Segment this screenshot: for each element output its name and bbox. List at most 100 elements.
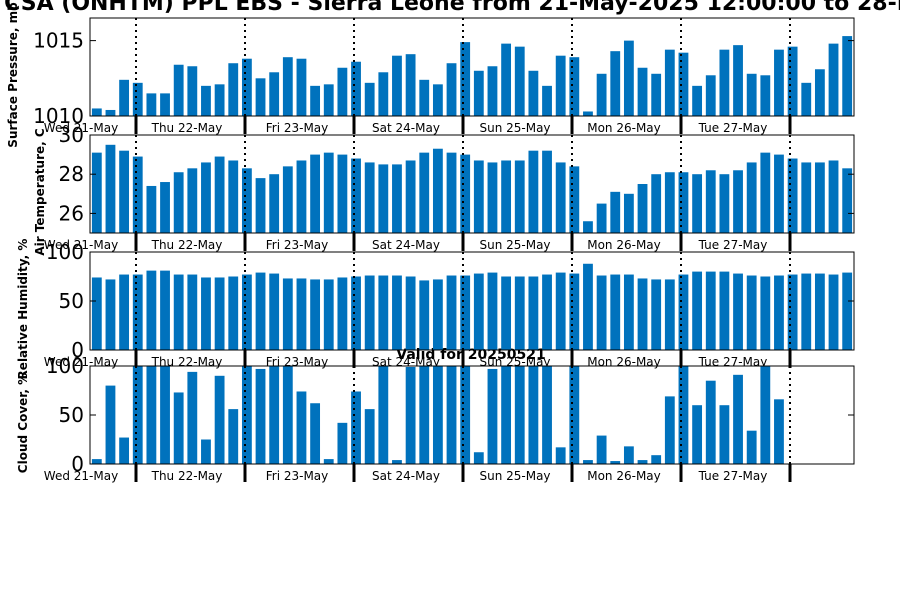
y-axis-label: Cloud Cover, % (16, 373, 30, 473)
bar-4-48 (733, 374, 743, 464)
bar-3-19 (337, 277, 348, 350)
bar-2-11 (228, 160, 239, 233)
x-day-label: Sun 25-May (479, 121, 550, 135)
bar-4-50 (760, 366, 771, 464)
bar-2-50 (760, 152, 771, 233)
y-tick-label: 100 (46, 240, 84, 264)
bar-3-6 (160, 270, 170, 350)
bar-2-29 (473, 160, 484, 233)
bar-2-21 (364, 162, 375, 233)
bar-1-9 (201, 85, 211, 116)
bar-3-14 (269, 273, 280, 350)
bar-2-20 (351, 158, 361, 233)
bar-2-45 (692, 174, 703, 233)
bar-4-37 (583, 460, 593, 464)
bar-1-49 (746, 73, 757, 116)
plot-frame (89, 17, 855, 117)
y-axis-label: Air Temperature, C (33, 128, 47, 256)
bar-3-5 (146, 270, 157, 350)
bar-2-7 (173, 172, 184, 233)
bar-4-25 (419, 366, 430, 464)
bar-2-23 (392, 164, 402, 233)
bar-4-49 (746, 430, 757, 464)
bar-2-26 (432, 148, 443, 233)
bar-3-9 (201, 277, 211, 350)
bar-2-16 (296, 160, 307, 233)
bar-3-46 (705, 271, 716, 350)
bar-2-44 (678, 172, 689, 233)
bar-3-8 (187, 274, 198, 350)
y-tick-label: 28 (59, 162, 84, 186)
bar-2-19 (337, 154, 348, 233)
bar-2-53 (801, 162, 812, 233)
bar-1-41 (637, 67, 648, 116)
bar-3-31 (501, 276, 512, 350)
bar-4-36 (569, 366, 580, 464)
bar-1-33 (528, 70, 539, 116)
bar-1-27 (446, 63, 457, 116)
bar-2-32 (514, 160, 525, 233)
bar-2-35 (555, 162, 566, 233)
y-tick-label: 1015 (33, 29, 84, 53)
bar-3-48 (733, 273, 743, 350)
bar-3-32 (514, 276, 525, 350)
x-day-label: Mon 26-May (587, 355, 661, 369)
bar-3-47 (719, 271, 730, 350)
x-day-label: Thu 22-May (151, 121, 223, 135)
bar-3-55 (828, 274, 839, 350)
bar-3-28 (460, 275, 471, 350)
bar-3-29 (473, 273, 484, 350)
bar-3-33 (528, 276, 539, 350)
bar-4-47 (719, 405, 730, 464)
bar-4-19 (337, 422, 348, 464)
bar-4-5 (146, 366, 157, 464)
bar-2-5 (146, 185, 157, 233)
bar-4-44 (678, 366, 689, 464)
bar-4-38 (596, 435, 607, 464)
bar-3-16 (296, 278, 307, 350)
chart-title: o CSA (ONHTM) PPL EBS - Sierra Leone fro… (0, 0, 900, 16)
x-day-label: Wed 21-May (44, 469, 118, 483)
x-day-label: Fri 23-May (266, 238, 329, 252)
x-day-label: Wed 21-May (44, 121, 118, 135)
bar-4-14 (269, 366, 280, 464)
bar-1-21 (364, 82, 375, 116)
bar-4-51 (774, 399, 784, 464)
bar-3-4 (132, 274, 143, 350)
bar-2-15 (282, 166, 293, 233)
bar-1-47 (719, 49, 730, 116)
bar-3-10 (214, 277, 225, 350)
bar-4-10 (214, 375, 225, 464)
bar-4-20 (351, 391, 361, 464)
bar-4-32 (514, 366, 525, 464)
bar-2-6 (160, 182, 170, 233)
bar-2-48 (733, 170, 743, 233)
bar-1-38 (596, 73, 607, 116)
x-day-label: Sat 24-May (372, 469, 440, 483)
x-day-label: Thu 22-May (151, 238, 223, 252)
x-day-label: Sat 24-May (372, 238, 440, 252)
bar-2-52 (787, 158, 798, 233)
bar-3-3 (119, 274, 130, 350)
bar-1-34 (542, 85, 552, 116)
bar-4-11 (228, 409, 239, 464)
x-day-label: Tue 27-May (698, 238, 768, 252)
bar-1-13 (255, 78, 266, 116)
bar-4-34 (542, 366, 552, 464)
bar-3-49 (746, 275, 757, 350)
plot-frame (89, 134, 855, 234)
bar-1-46 (705, 75, 716, 116)
bar-2-3 (119, 150, 130, 233)
bar-3-26 (432, 279, 443, 350)
bar-2-34 (542, 150, 552, 233)
bar-3-7 (173, 274, 184, 350)
bar-3-42 (651, 279, 662, 350)
bar-1-51 (774, 49, 784, 116)
x-day-label: Tue 27-May (698, 469, 768, 483)
y-tick-label: 50 (59, 289, 84, 313)
bar-1-36 (569, 57, 580, 116)
bar-4-43 (664, 396, 675, 464)
y-tick-label: 26 (59, 201, 84, 225)
bar-2-1 (91, 152, 102, 233)
x-day-label: Sun 25-May (479, 469, 550, 483)
